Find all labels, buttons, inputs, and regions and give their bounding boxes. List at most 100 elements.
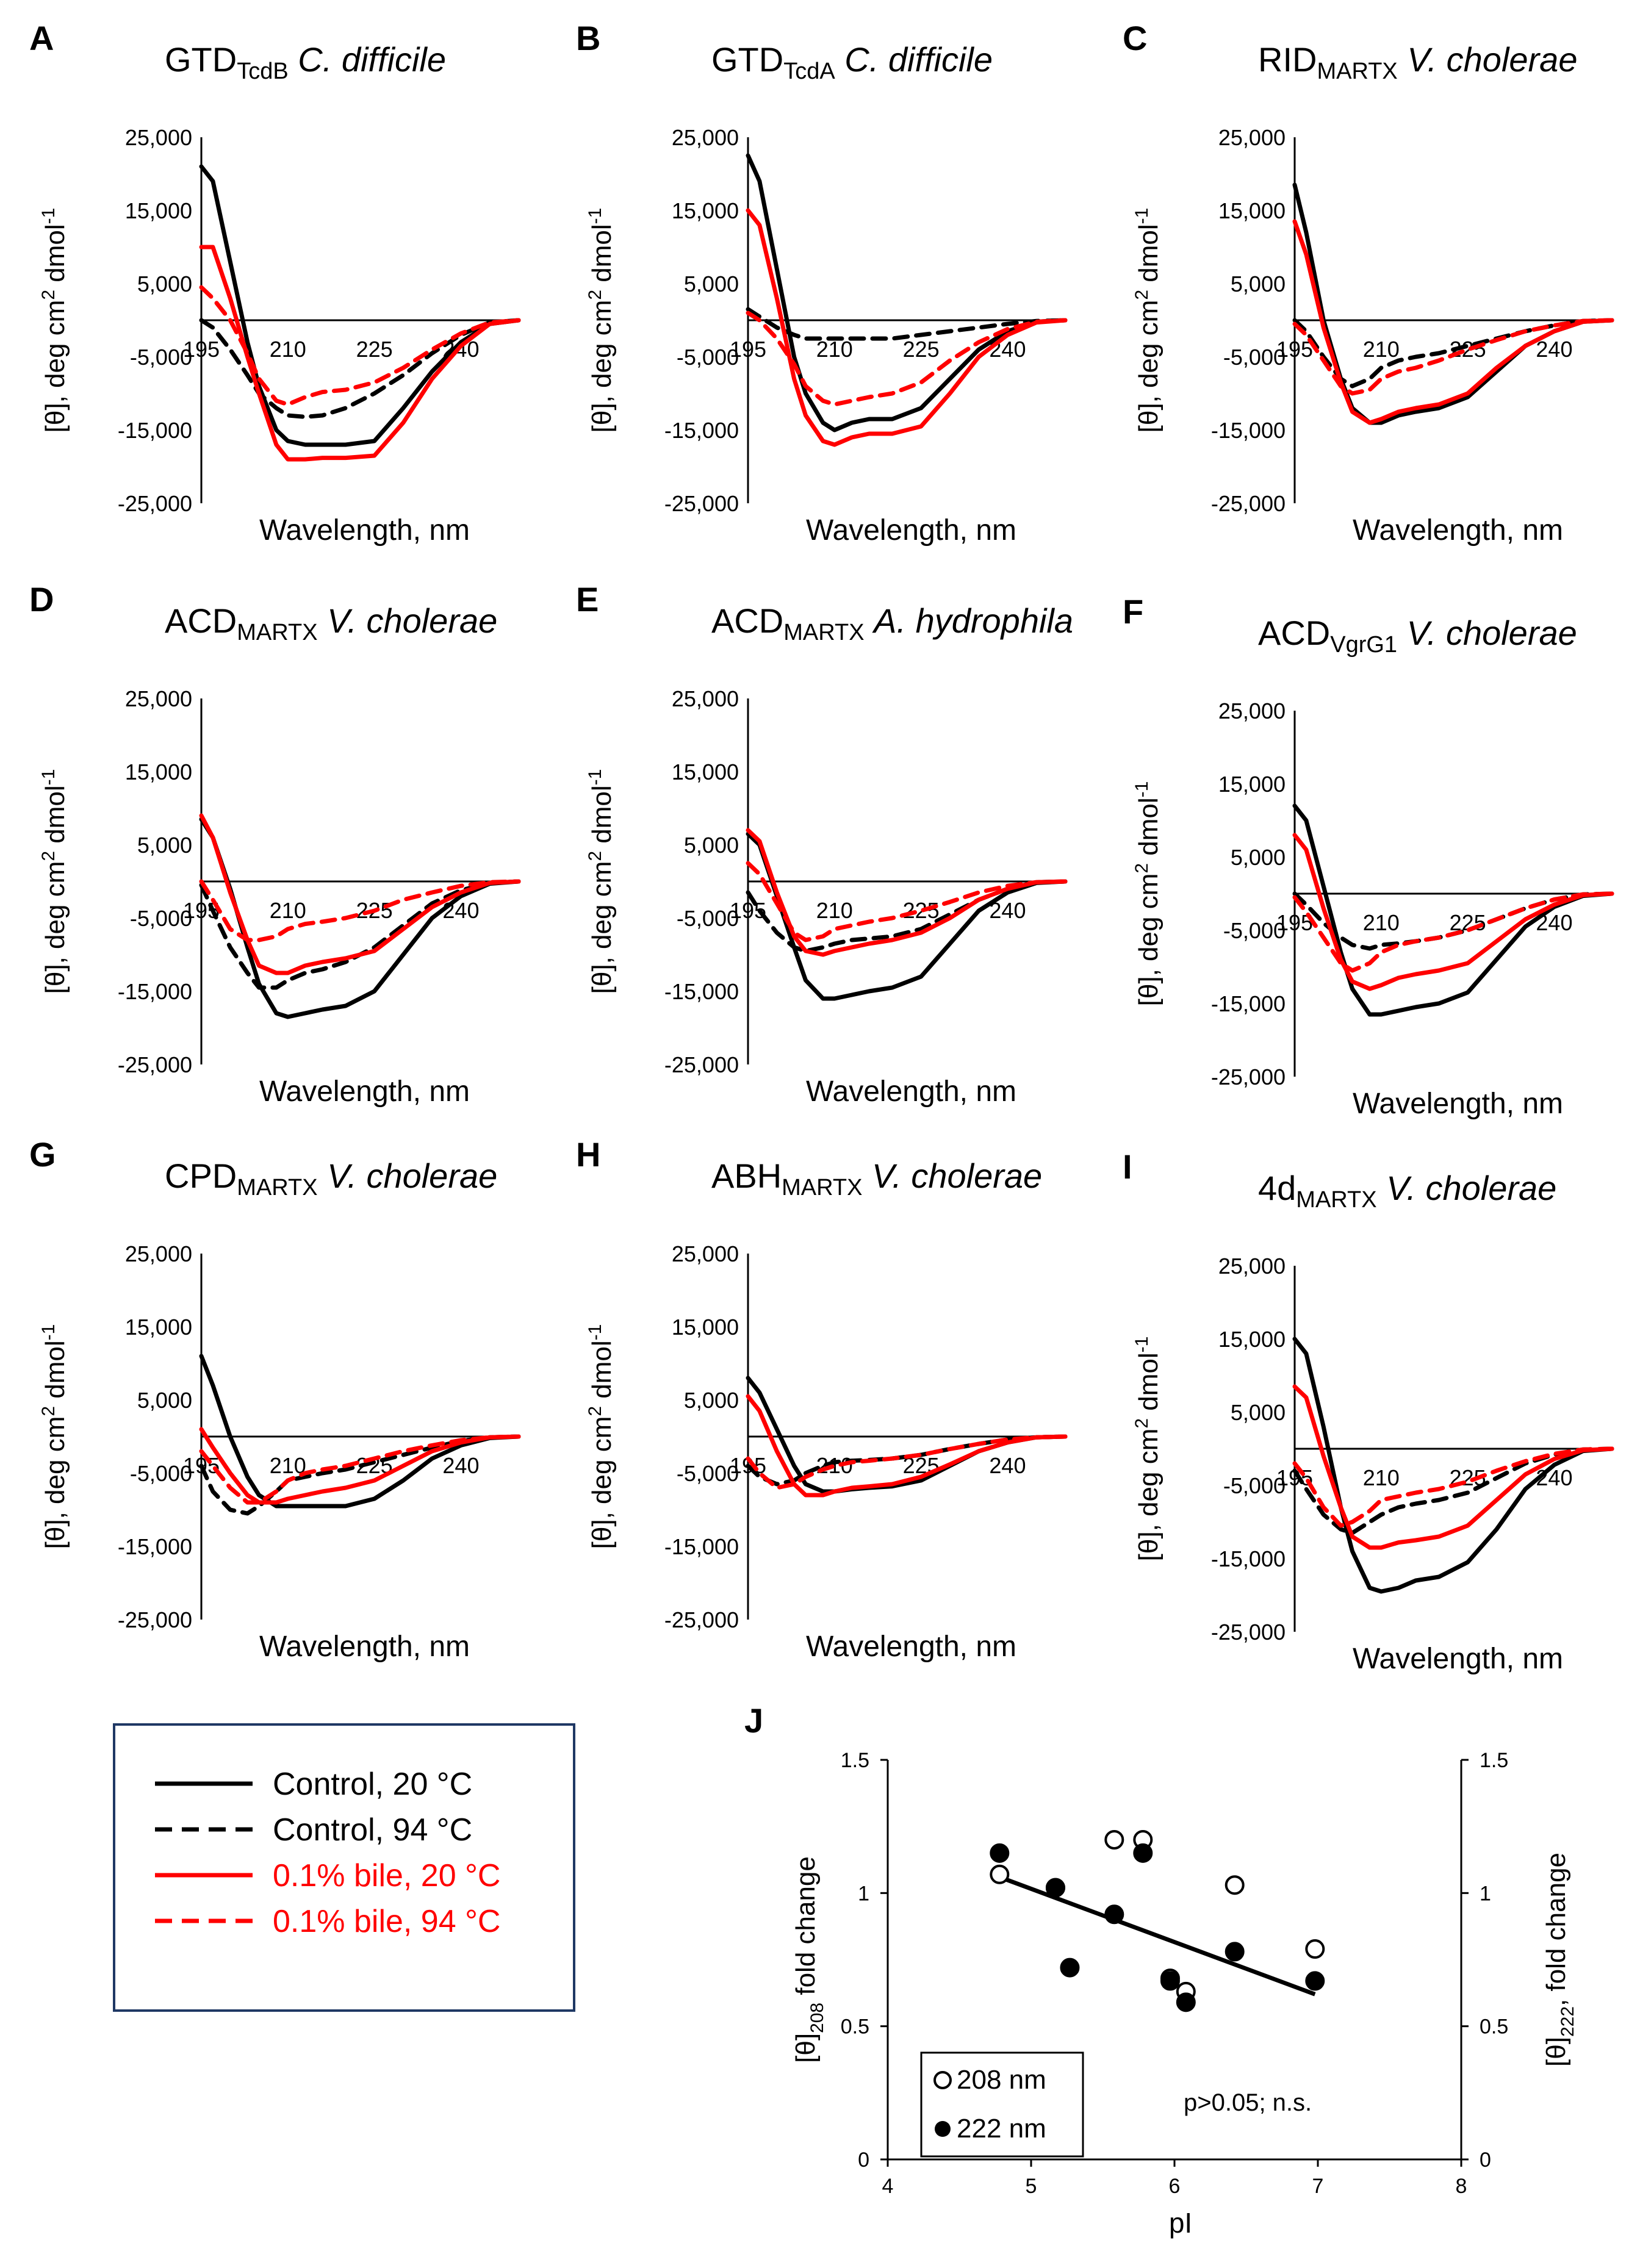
panel-title-species: V. cholerae: [1386, 1169, 1557, 1207]
panel-title-subscript: MARTX: [783, 620, 865, 645]
y-tick-label: 15,000: [125, 759, 192, 784]
point-208nm: [1225, 1875, 1245, 1895]
point-222nm: [1133, 1843, 1153, 1863]
point-222nm: [1104, 1904, 1124, 1925]
y-label-part: dmol: [1134, 1352, 1163, 1418]
panel-letter: I: [1123, 1147, 1132, 1186]
y-tick-label: 5,000: [1231, 271, 1286, 296]
x-tick-label: 6: [1169, 2175, 1181, 2198]
y-tick-label: 5,000: [1231, 1400, 1286, 1425]
cd-panel-d: D ACDMARTX V. cholerae 25,000 15,000 5,000 -5…: [0, 561, 537, 1110]
panel-letter: B: [576, 19, 601, 57]
panel-title-species: V. cholerae: [872, 1157, 1043, 1195]
point-208nm: [1305, 1939, 1325, 1959]
x-axis-label: Wavelength, nm: [259, 514, 470, 547]
y-label-part: [θ], deg cm: [40, 300, 70, 433]
series-line-bile-94: [199, 1434, 521, 1505]
y-tick-label: 25,000: [672, 125, 739, 150]
panel-title-subscript: TcdB: [237, 59, 289, 84]
series-line-control-20: [746, 153, 1068, 432]
panel-letter: J: [744, 1701, 763, 1740]
trend-line: [999, 1875, 1316, 1997]
panel-title: 4dMARTX V. cholerae: [1258, 1168, 1556, 1213]
cd-plot-svg: 25,00015,0005,000-5,000-15,000-25,000195…: [585, 1241, 1068, 1663]
y-tick-label: 5,000: [1231, 845, 1286, 870]
y-axis-label: [θ], deg cm2 dmol-1: [585, 769, 617, 994]
x-axis-label: Wavelength, nm: [1353, 1088, 1563, 1120]
y-label-superscript: 2: [38, 851, 59, 861]
panel-title: GTDTcdA C. difficile: [711, 40, 993, 85]
y-label-part: dmol: [1134, 224, 1163, 290]
legend-label: 0.1% bile, 20 °C: [273, 1858, 500, 1893]
y-tick-label: -15,000: [664, 1534, 739, 1559]
x-tick-label: 210: [1363, 1465, 1400, 1490]
panel-title-species: V. cholerae: [327, 1157, 498, 1195]
cd-panel-c: C RIDMARTX V. cholerae 25,000 15,000 5,000 -5…: [1093, 0, 1630, 549]
panel-title: ABHMARTX V. cholerae: [711, 1156, 1042, 1201]
y-tick-label: -5,000: [130, 906, 192, 931]
x-axis-label: Wavelength, nm: [259, 1075, 470, 1108]
y-label-part: dmol: [40, 1340, 70, 1406]
y-tick-label: 25,000: [1218, 698, 1286, 723]
series-line-bile-20: [746, 828, 1068, 957]
legend-svg: Control, 20 °C Control, 94 °C 0.1% bile, 2…: [155, 1767, 500, 1939]
y-label-part: dmol: [587, 1340, 617, 1406]
panel-letter: F: [1123, 592, 1144, 631]
panel-letter: D: [29, 580, 54, 619]
y-label-part: fold change: [791, 1856, 821, 2003]
y-tick-label: -15,000: [118, 979, 192, 1004]
panel-title-domain: GTD: [165, 40, 237, 79]
y-axis-label: [θ], deg cm2 dmol-1: [38, 208, 70, 433]
y-label-superscript: -1: [38, 1324, 59, 1341]
panel-letter: H: [576, 1135, 601, 1174]
y-tick-label: -5,000: [677, 1461, 739, 1486]
panel-letter: E: [576, 580, 599, 619]
filled-circle-icon: [935, 2121, 951, 2137]
y-tick-label: -5,000: [677, 906, 739, 931]
y-axis-label-left: [θ]208 fold change: [791, 1856, 827, 2063]
y-axis-label: [θ], deg cm2 dmol-1: [38, 1324, 70, 1549]
y-label-superscript: -1: [585, 769, 605, 786]
cd-panel-a: A GTDTcdB C. difficile 25,000 15,000 5,000 -5…: [0, 0, 537, 549]
y-label-superscript: 2: [1132, 1418, 1152, 1429]
panel-title-subscript: TcdA: [783, 59, 835, 84]
y-tick-label-left: 1.5: [841, 1749, 869, 1772]
x-tick-label: 195: [183, 337, 220, 362]
x-axis-label: Wavelength, nm: [806, 1631, 1016, 1663]
y-tick-label: 25,000: [672, 686, 739, 711]
panel-title-species: C. difficile: [844, 40, 993, 79]
y-label-part: [θ], deg cm: [40, 861, 70, 994]
panel-title-domain: ACD: [165, 601, 237, 640]
panel-title: RIDMARTX V. cholerae: [1258, 40, 1577, 85]
y-label-superscript: -1: [38, 208, 59, 224]
panel-title: ACDVgrG1 V. cholerae: [1258, 613, 1577, 658]
y-label-superscript: -1: [585, 208, 605, 224]
y-tick-label: -15,000: [118, 418, 192, 443]
x-tick-label: 225: [903, 337, 940, 362]
series-line-bile-94: [746, 310, 1068, 407]
y-tick-label: -5,000: [1223, 345, 1286, 370]
cd-plot-svg: 25,00015,0005,000-5,000-15,000-25,000195…: [38, 686, 521, 1108]
legend-label: 0.1% bile, 94 °C: [273, 1904, 500, 1939]
x-tick-label: 210: [1363, 910, 1400, 935]
cd-plot-svg: 25,00015,0005,000-5,000-15,000-25,000195…: [38, 125, 521, 547]
series-line-control-20: [199, 1354, 521, 1509]
cd-plot-svg: 25,00015,0005,000-5,000-15,000-25,000195…: [1132, 698, 1614, 1120]
point-222nm: [1160, 1971, 1180, 1991]
significance-annotation: p>0.05; n.s.: [1184, 2089, 1312, 2116]
y-axis-label: [θ], deg cm2 dmol-1: [1132, 208, 1163, 433]
open-circle-icon: [933, 2071, 952, 2089]
y-label-superscript: 2: [1132, 290, 1152, 300]
x-tick-label: 210: [270, 898, 306, 923]
cd-panel-b: B GTDTcdA C. difficile 25,000 15,000 5,000 -5…: [547, 0, 1084, 549]
x-axis-label: pI: [1169, 2207, 1192, 2239]
x-axis-label: Wavelength, nm: [259, 1631, 470, 1663]
series-line-bile-94: [746, 861, 1068, 942]
panel-letter: G: [29, 1135, 56, 1174]
y-tick-label: 5,000: [684, 271, 739, 296]
x-tick-label: 195: [1276, 337, 1313, 362]
y-label-superscript: 2: [585, 851, 605, 861]
y-label-superscript: 2: [38, 1406, 59, 1416]
y-label-part: [θ]: [1541, 2037, 1571, 2067]
panel-title-species: V. cholerae: [327, 601, 498, 640]
